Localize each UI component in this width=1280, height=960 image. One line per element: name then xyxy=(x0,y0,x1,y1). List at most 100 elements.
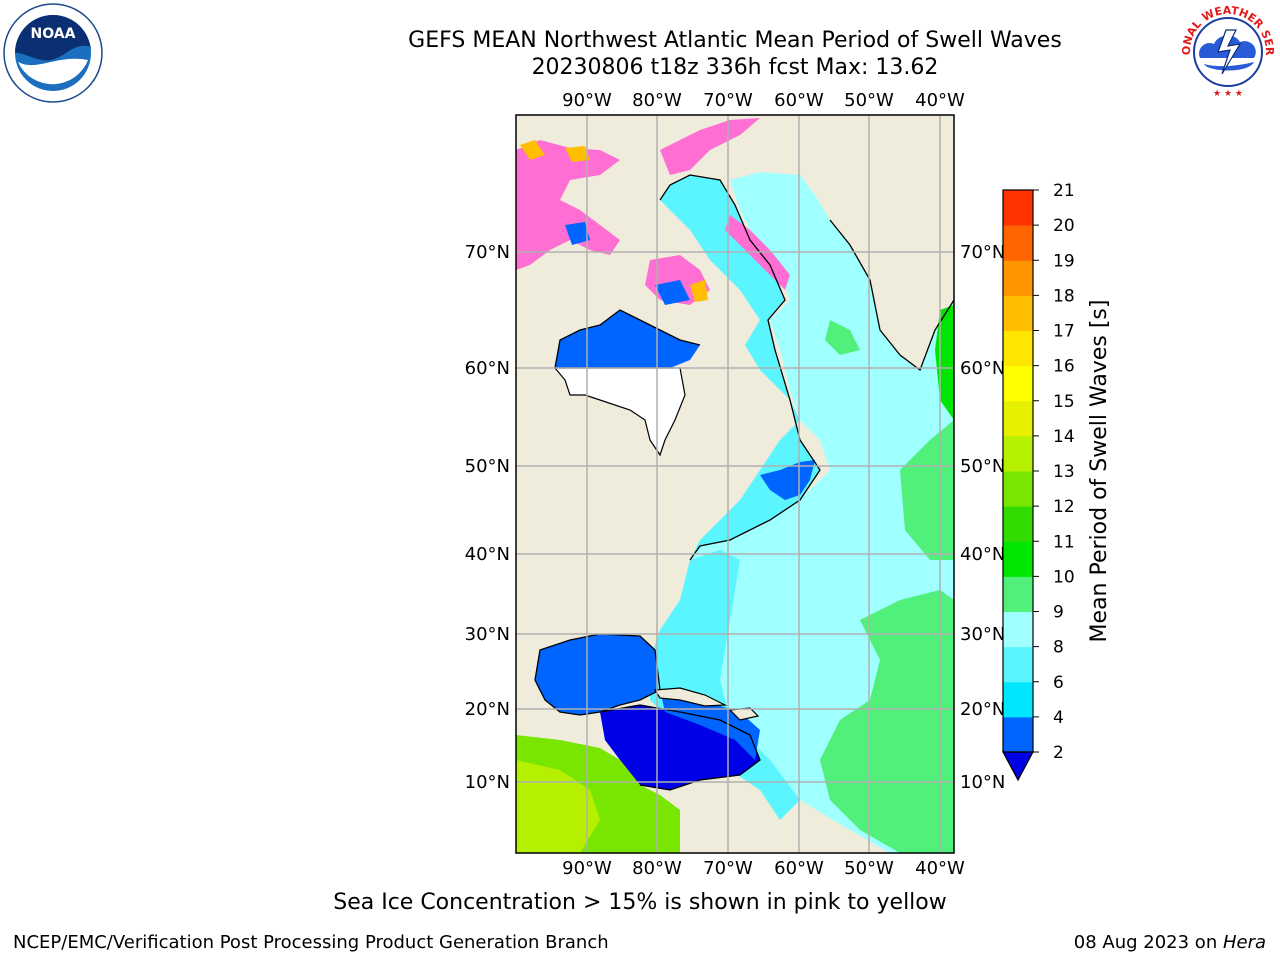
colorbar-tick-label: 21 xyxy=(1053,181,1075,201)
noaa-logo-text: NOAA xyxy=(31,26,76,42)
coastline-cuba xyxy=(653,687,728,707)
south-america-field-core xyxy=(516,760,600,853)
longitude-label: 50°W xyxy=(844,90,894,111)
longitude-labels-top: 90°W 80°W 70°W 60°W 50°W 40°W xyxy=(562,90,965,111)
colorbar-swatch xyxy=(1003,435,1033,472)
latitude-label: 40°N xyxy=(960,544,1005,565)
colorbar-tick-label: 19 xyxy=(1053,251,1075,271)
colorbar-tick-label: 20 xyxy=(1053,216,1075,236)
colorbar-tick-label: 14 xyxy=(1053,427,1075,447)
latitude-label: 60°N xyxy=(960,358,1005,379)
longitude-label: 50°W xyxy=(844,858,894,879)
colorbar-swatch xyxy=(1003,225,1033,261)
colorbar-tick-label: 10 xyxy=(1053,567,1075,587)
colorbar-swatch xyxy=(1003,646,1033,683)
longitude-label: 70°W xyxy=(703,90,753,111)
longitude-label: 60°W xyxy=(774,90,824,111)
sea-ice-yellow-patch xyxy=(565,146,590,162)
colorbar-tick-label: 15 xyxy=(1053,392,1075,412)
colorbar-tick-label: 18 xyxy=(1053,286,1075,306)
footer-branch: NCEP/EMC/Verification Post Processing Pr… xyxy=(13,932,609,953)
latitude-label: 60°N xyxy=(465,358,510,379)
green-swell-patch xyxy=(825,320,860,355)
colorbar-tick-label: 11 xyxy=(1053,532,1075,552)
latitude-label: 50°N xyxy=(960,456,1005,477)
longitude-label: 80°W xyxy=(632,858,682,879)
colorbar-tick-label: 4 xyxy=(1053,708,1064,728)
colorbar-swatch xyxy=(1003,400,1033,437)
hudson-bay xyxy=(555,310,700,368)
colorbar-swatch xyxy=(1003,365,1033,402)
latitude-label: 20°N xyxy=(960,699,1005,720)
gulf-of-st-lawrence xyxy=(760,460,815,500)
colorbar-tick-label: 16 xyxy=(1053,357,1075,377)
longitude-label: 40°W xyxy=(915,858,965,879)
colorbar-swatch xyxy=(1003,576,1033,612)
colorbar-swatch xyxy=(1003,471,1033,507)
latitude-label: 10°N xyxy=(465,772,510,793)
longitude-label: 80°W xyxy=(632,90,682,111)
latitude-label: 50°N xyxy=(465,456,510,477)
colorbar-under-arrow xyxy=(1001,751,1035,782)
arctic-channel xyxy=(655,280,690,305)
latitude-label: 40°N xyxy=(465,544,510,565)
colorbar-swatch xyxy=(1003,611,1033,648)
colorbar-tick-label: 6 xyxy=(1053,673,1064,693)
colorbar-swatch xyxy=(1003,190,1033,226)
map-gridlines xyxy=(516,115,954,853)
longitude-label: 90°W xyxy=(562,858,612,879)
colorbar-swatch xyxy=(1003,330,1033,367)
longitude-labels-bottom: 90°W 80°W 70°W 60°W 50°W 40°W xyxy=(562,858,965,879)
colorbar: 2 4 6 8 9 10 11 12 13 14 15 16 17 18 19 20 21 xyxy=(1001,181,1075,782)
longitude-label: 90°W xyxy=(562,90,612,111)
longitude-label: 60°W xyxy=(774,858,824,879)
green-swell-patch xyxy=(820,590,954,853)
latitude-label: 70°N xyxy=(465,242,510,263)
latitude-label: 30°N xyxy=(960,624,1005,645)
caribbean-sea-edge xyxy=(660,690,760,760)
colorbar-tick-label: 13 xyxy=(1053,462,1075,482)
sea-ice-canadian-archipelago xyxy=(516,140,620,270)
latitude-labels-right: 70°N 60°N 50°N 40°N 30°N 20°N 10°N xyxy=(960,242,1005,793)
coastline xyxy=(554,309,701,369)
colorbar-tick-label: 8 xyxy=(1053,638,1064,658)
chart-subtitle: 20230806 t18z 336h fcst Max: 13.62 xyxy=(531,55,939,80)
sea-ice-yellow-patch xyxy=(520,140,545,160)
colorbar-tick-label: 2 xyxy=(1053,743,1064,763)
colorbar-swatch xyxy=(1003,260,1033,296)
latitude-label: 10°N xyxy=(960,772,1005,793)
map-frame xyxy=(515,114,955,854)
latitude-label: 30°N xyxy=(465,624,510,645)
colorbar-tick-label: 9 xyxy=(1053,603,1064,623)
map-ocean-field xyxy=(516,118,954,853)
colorbar-swatch xyxy=(1003,681,1033,718)
colorbar-label: Mean Period of Swell Waves [s] xyxy=(1087,300,1112,643)
latitude-label: 20°N xyxy=(465,699,510,720)
shelf-cyan-band xyxy=(650,550,800,820)
footer-host: Hera xyxy=(1222,932,1266,953)
sea-ice-baffin xyxy=(660,118,760,175)
latitude-labels-left: 70°N 60°N 50°N 40°N 30°N 20°N 10°N xyxy=(465,242,510,793)
arctic-channel xyxy=(565,222,590,245)
chart-title: GEFS MEAN Northwest Atlantic Mean Period… xyxy=(408,28,1062,53)
gulf-of-mexico xyxy=(535,634,658,715)
footer-date-text: 08 Aug 2023 on xyxy=(1073,932,1223,953)
colorbar-swatch xyxy=(1003,541,1033,577)
longitude-label: 40°W xyxy=(915,90,965,111)
colorbar-tick-label: 17 xyxy=(1053,322,1075,342)
latitude-label: 70°N xyxy=(960,242,1005,263)
coastal-cyan-band xyxy=(660,175,820,560)
noaa-logo: NOAA xyxy=(3,3,103,103)
colorbar-swatch xyxy=(1003,716,1033,753)
longitude-label: 70°W xyxy=(703,858,753,879)
sea-ice-note: Sea Ice Concentration > 15% is shown in … xyxy=(333,890,947,915)
coastline-greenland xyxy=(829,219,954,372)
map-panel: 90°W 80°W 70°W 60°W 50°W 40°W 90°W 80°W 70°W 60°… xyxy=(465,90,1006,879)
svg-text:★ ★ ★: ★ ★ ★ xyxy=(1213,89,1243,99)
national-weather-service-logo: NATIONAL WEATHER SERVICE ★ ★ ★ xyxy=(1178,2,1276,100)
footer-date: 08 Aug 2023 on Hera xyxy=(1074,932,1266,953)
colorbar-tick-label: 12 xyxy=(1053,497,1075,517)
colorbar-swatch xyxy=(1003,295,1033,331)
coastline xyxy=(659,174,821,561)
